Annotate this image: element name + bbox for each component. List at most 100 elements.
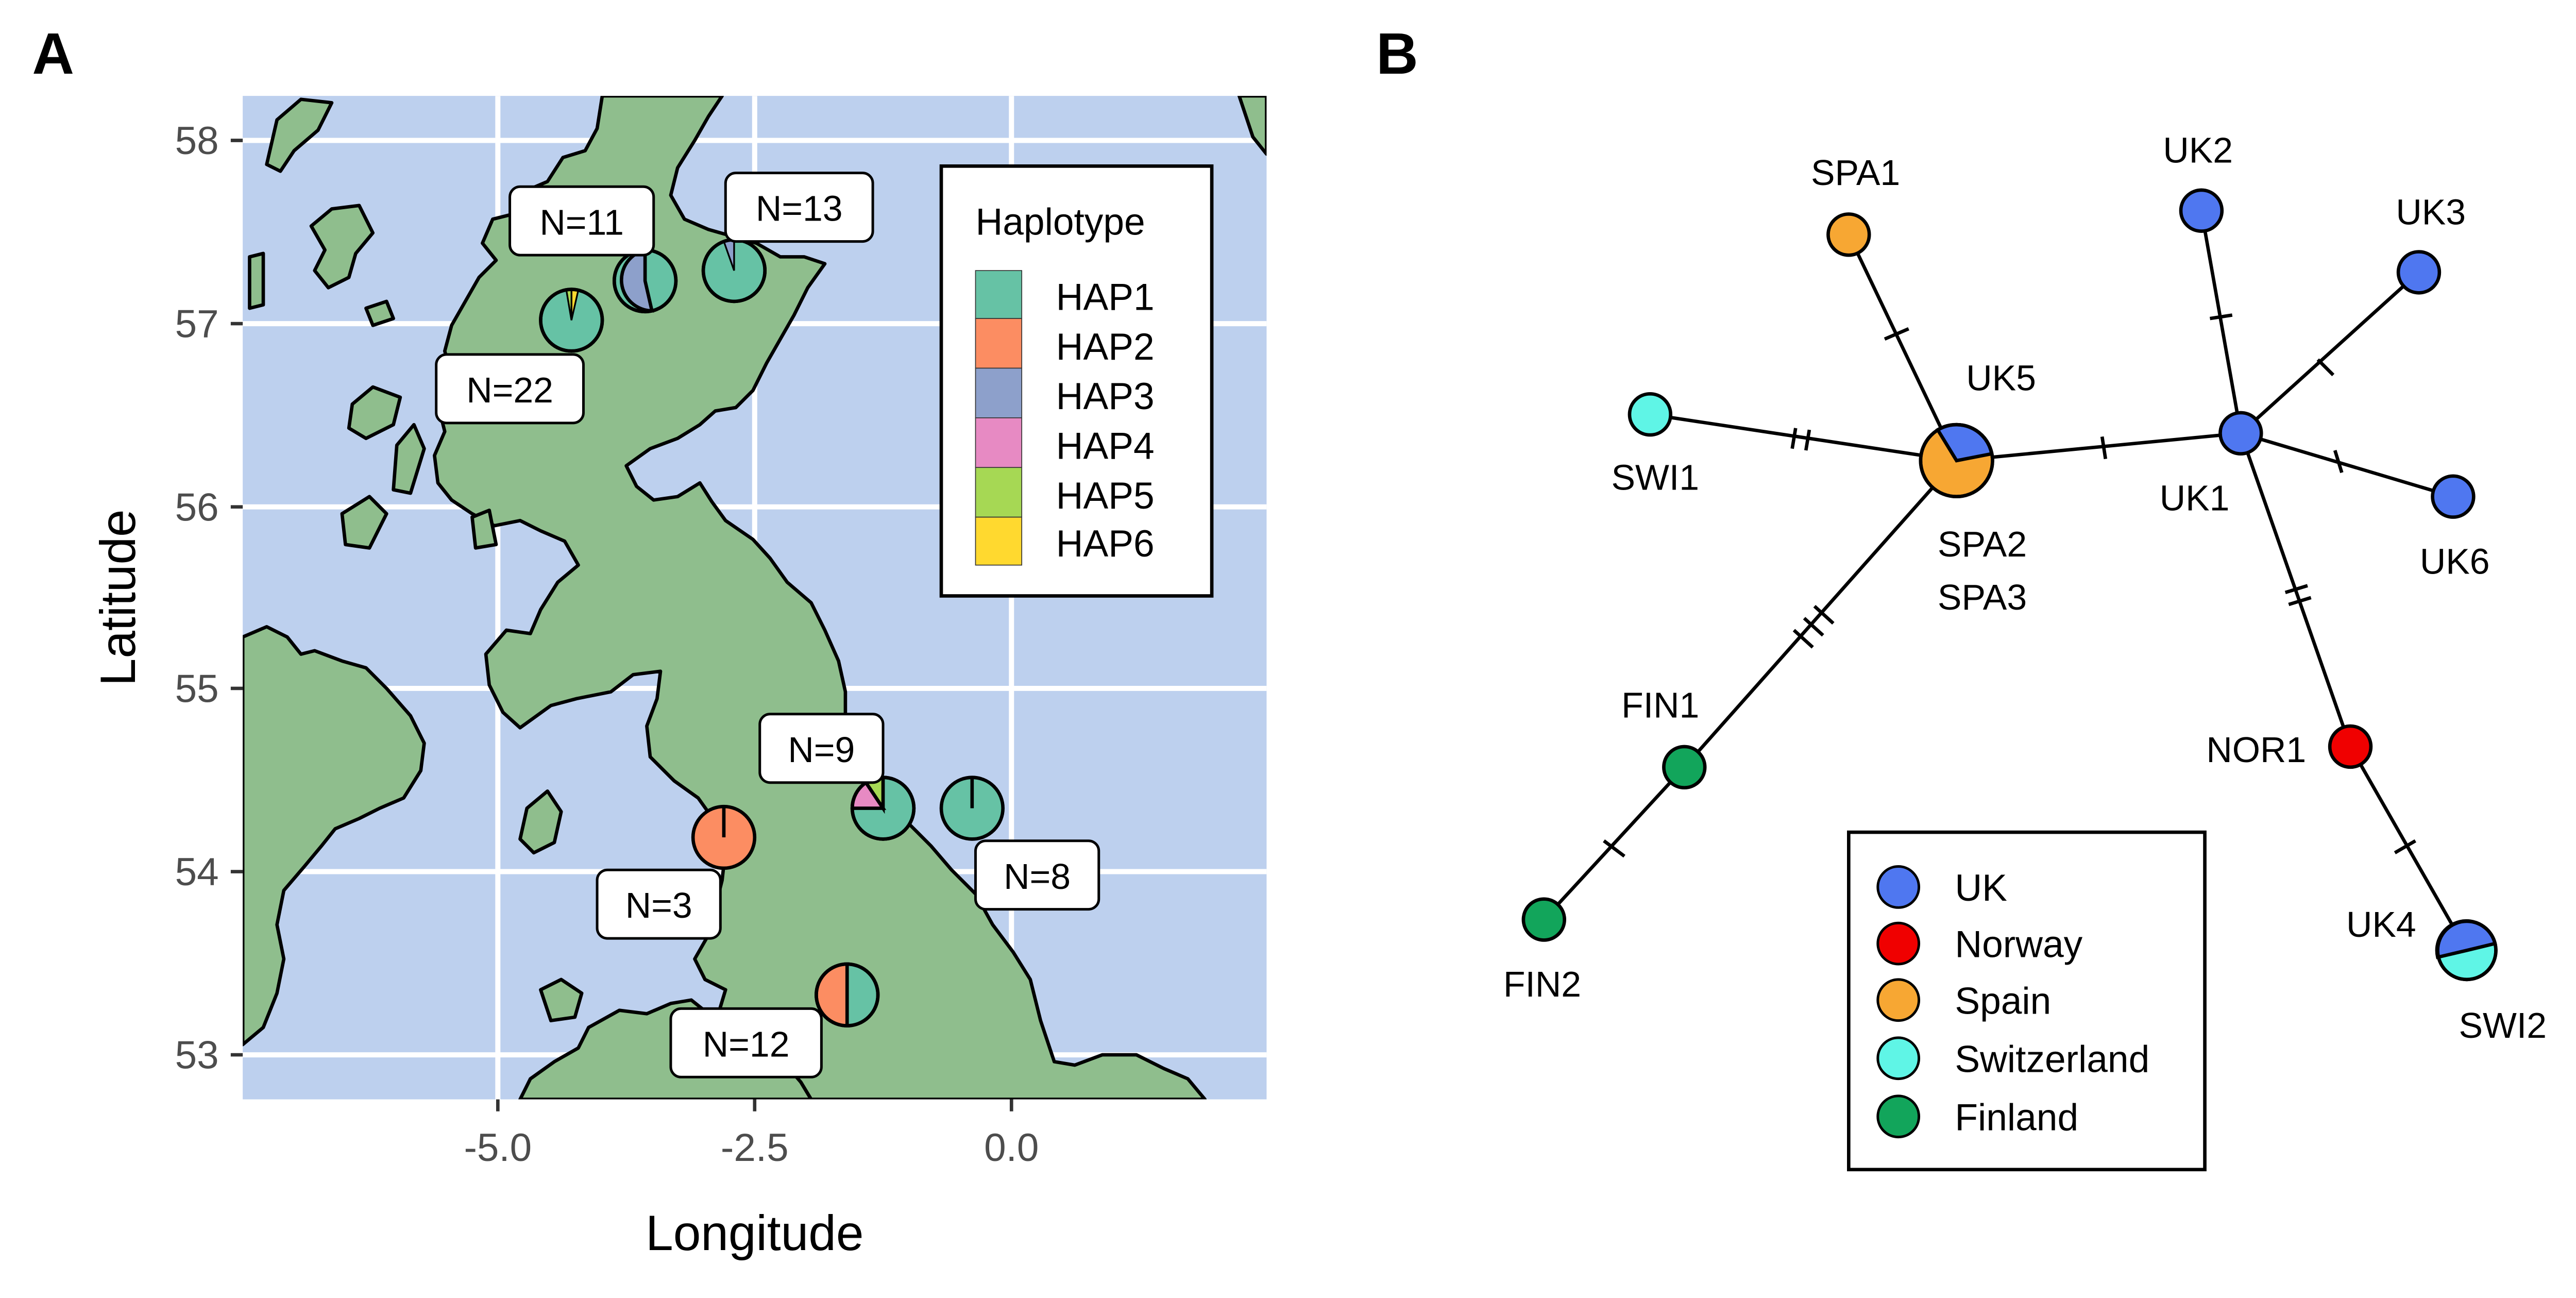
node-label: SPA2: [1938, 524, 2027, 564]
node-spa1: [1826, 212, 1871, 257]
site-label: N=3: [625, 885, 692, 925]
pie-n11: [612, 247, 678, 314]
y-tick-label: 54: [175, 850, 219, 894]
legend-label: Spain: [1955, 980, 2051, 1022]
mutation-marks: [1603, 313, 2416, 858]
country-legend: UK Norway Spain Switzerland Finland: [1846, 830, 2207, 1172]
anglesey: [539, 977, 584, 1022]
pie-n12: [815, 962, 880, 1027]
node-uk1: [2218, 411, 2263, 456]
legend-dot: [1876, 865, 1921, 909]
node-label: UK5: [1966, 358, 2036, 398]
legend-label: HAP6: [1056, 523, 1155, 565]
island-jura: [392, 423, 426, 495]
pie-n9: [850, 776, 916, 841]
x-axis-title: Longitude: [646, 1206, 863, 1261]
island-uist: [248, 251, 265, 310]
site-label-box: N=8: [974, 839, 1100, 911]
legend-label: Switzerland: [1955, 1038, 2149, 1080]
site-label-box: N=9: [758, 713, 885, 784]
node-label: UK4: [2346, 904, 2416, 945]
legend-dot: [1876, 978, 1921, 1022]
node-label: SWI1: [1612, 457, 1700, 497]
network-nodes: [1521, 188, 2498, 982]
island-mull: [347, 385, 402, 441]
island-rum: [364, 299, 395, 327]
node-label: SPA3: [1938, 577, 2027, 617]
northern-ireland-landmass: [243, 625, 426, 1047]
y-axis: 58 57 56 55 54 53 Latitude: [91, 119, 243, 1077]
island-lewis: [265, 97, 334, 173]
site-label-box: N=11: [509, 185, 655, 257]
island-skye: [309, 204, 375, 290]
node-nor1: [2328, 724, 2373, 769]
node-labels: SPA1 UK2 UK3 UK5 SWI1 UK1 UK6 SPA2 SPA3 …: [1503, 130, 2547, 1046]
x-tick-label: 0.0: [984, 1126, 1039, 1170]
node-uk5-spa2-spa3: [1919, 423, 1994, 499]
legend-swatch: [975, 270, 1023, 319]
y-tick-label: 57: [175, 302, 219, 346]
site-label-box: N=22: [435, 353, 585, 425]
node-label: FIN2: [1503, 964, 1581, 1004]
site-labels: N=11 N=13 N=22 N=9 N=8 N=3 N=12: [435, 172, 1100, 1078]
node-uk3: [2396, 250, 2442, 295]
legend-label: HAP3: [1056, 376, 1155, 417]
site-label: N=22: [466, 370, 553, 410]
y-tick-label: 58: [175, 119, 219, 163]
legend-dot: [1876, 921, 1921, 966]
node-fin1: [1662, 745, 1707, 790]
island-islay: [340, 495, 388, 550]
y-tick-label: 53: [175, 1034, 219, 1077]
legend-label: HAP1: [1056, 277, 1155, 318]
isle-of-man: [518, 789, 563, 855]
site-label: N=9: [788, 730, 855, 770]
legend-label: HAP4: [1056, 426, 1155, 467]
legend-dot: [1876, 1036, 1921, 1081]
site-label-box: N=12: [669, 1007, 823, 1078]
x-tick-label: -5.0: [464, 1126, 532, 1170]
x-tick-label: -2.5: [721, 1126, 789, 1170]
legend-swatch: [975, 318, 1023, 369]
legend-label: HAP5: [1056, 475, 1155, 517]
site-label: N=8: [1004, 856, 1071, 897]
y-axis-ticks: [230, 139, 243, 1057]
pie-n3: [691, 804, 757, 870]
node-label: SPA1: [1811, 153, 1900, 193]
node-label: UK1: [2160, 478, 2230, 518]
island-arran: [470, 508, 498, 550]
pie-n22: [539, 288, 604, 353]
norway-coast: [1237, 96, 1267, 156]
x-axis-ticks: [496, 1099, 1013, 1111]
legend-label: Norway: [1955, 924, 2082, 966]
node-label: UK3: [2396, 192, 2466, 232]
great-britain-landmass: [433, 96, 1207, 1100]
node-label: SWI2: [2459, 1005, 2547, 1046]
node-uk2: [2179, 188, 2224, 233]
legend-title: Haplotype: [975, 201, 1145, 243]
node-label: UK2: [2163, 130, 2233, 171]
legend-swatch: [975, 367, 1023, 418]
node-label: UK6: [2420, 541, 2490, 581]
site-label: N=12: [703, 1024, 790, 1064]
legend-label: Finland: [1955, 1097, 2078, 1138]
legend-label: HAP2: [1056, 326, 1155, 368]
node-uk4-swi2: [2435, 919, 2498, 982]
site-label-box: N=3: [596, 868, 722, 940]
haplotype-legend: Haplotype HAP1 HAP2 HAP3 HAP4 HAP5 HAP6: [939, 164, 1214, 598]
site-label-box: N=13: [724, 172, 874, 243]
legend-swatch: [975, 516, 1023, 566]
node-swi1: [1628, 392, 1673, 437]
y-axis-title: Latitude: [91, 509, 146, 686]
haplotype-network: SPA1 UK2 UK3 UK5 SWI1 UK1 UK6 SPA2 SPA3 …: [1503, 130, 2547, 1046]
site-label: N=11: [539, 202, 624, 242]
legend-swatch: [975, 467, 1023, 518]
pie-n13: [701, 238, 767, 304]
x-axis: -5.0 -2.5 0.0 Longitude: [464, 1099, 1039, 1261]
pie-n8: [939, 776, 1005, 841]
legend-label: UK: [1955, 867, 2007, 909]
legend-dot: [1876, 1094, 1921, 1139]
y-tick-label: 55: [175, 667, 219, 711]
node-label: FIN1: [1621, 685, 1699, 725]
node-uk6: [2431, 474, 2476, 519]
